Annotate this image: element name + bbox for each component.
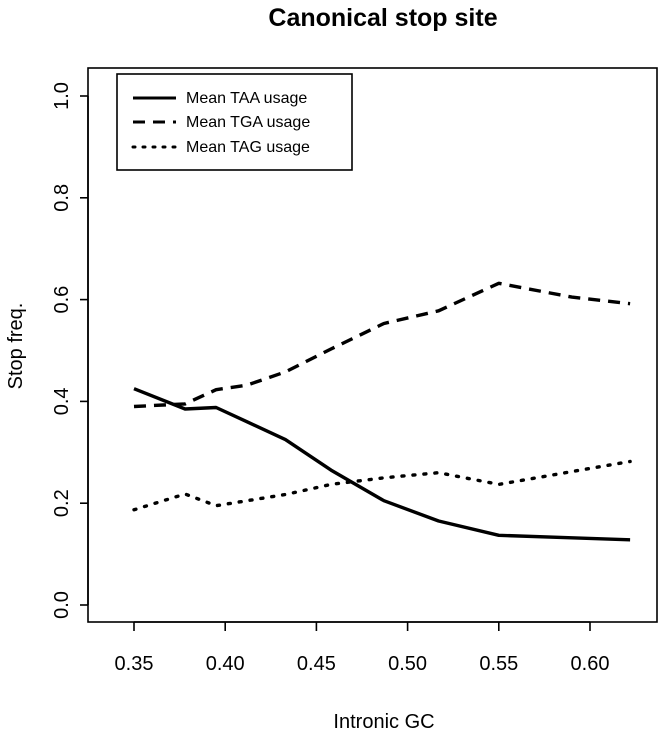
x-tick-label: 0.55 [479, 653, 518, 675]
x-axis-label: Intronic GC [333, 711, 434, 733]
y-tick-label: 0.8 [51, 184, 73, 212]
series-line-mean-tga-usage [133, 281, 631, 409]
x-tick-label: 0.35 [115, 653, 154, 675]
x-tick-label: 0.60 [571, 653, 610, 675]
chart-title: Canonical stop site [268, 4, 497, 32]
legend-label-mean-taa: Mean TAA usage [186, 90, 307, 107]
series-layer [132, 281, 632, 542]
x-tick-label: 0.45 [297, 653, 336, 675]
y-tick-label: 1.0 [51, 82, 73, 110]
y-tick-label: 0.2 [51, 489, 73, 517]
y-axis-label: Stop freq. [5, 303, 27, 390]
y-tick-label: 0.4 [51, 387, 73, 415]
legend-label-mean-tag: Mean TAG usage [186, 139, 310, 156]
legend-label-mean-tga: Mean TGA usage [186, 114, 310, 131]
x-tick-label: 0.40 [206, 653, 245, 675]
legend: Mean TAA usage Mean TGA usage Mean TAG u… [116, 73, 353, 171]
y-tick-label: 0.0 [51, 591, 73, 619]
y-tick-label: 0.6 [51, 286, 73, 314]
legend-box [116, 73, 353, 171]
y-axis: 0.0 0.2 0.4 0.6 0.8 1.0 [51, 82, 89, 619]
series-line-mean-taa-usage [133, 387, 631, 542]
x-tick-label: 0.50 [388, 653, 427, 675]
series-line-mean-tag-usage [132, 459, 632, 512]
x-axis: 0.35 0.40 0.45 0.50 0.55 0.60 [115, 621, 610, 675]
